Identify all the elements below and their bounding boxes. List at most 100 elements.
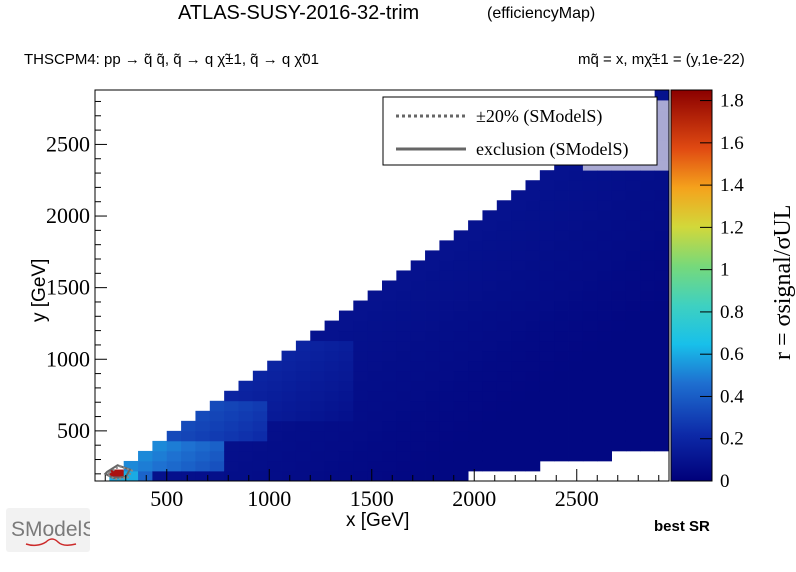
heatmap-cell bbox=[525, 240, 541, 251]
heatmap-cell bbox=[568, 310, 584, 321]
heatmap-cell bbox=[468, 220, 483, 231]
heatmap-cell bbox=[625, 210, 641, 221]
heatmap-cell bbox=[382, 410, 397, 422]
heatmap-cell bbox=[138, 470, 153, 482]
heatmap-cell bbox=[396, 340, 412, 352]
heatmap-cell bbox=[525, 190, 541, 201]
heatmap-cell bbox=[453, 250, 469, 261]
heatmap-cell bbox=[654, 130, 670, 141]
heatmap-cell bbox=[525, 380, 541, 392]
heatmap-cell bbox=[439, 310, 455, 321]
heatmap-cell bbox=[152, 470, 168, 482]
heatmap-cell bbox=[367, 340, 383, 352]
heatmap-cell bbox=[539, 240, 555, 251]
heatmap-cell bbox=[582, 310, 598, 321]
heatmap-cell bbox=[468, 420, 483, 432]
heatmap-cell bbox=[396, 330, 412, 342]
heatmap-cell bbox=[367, 370, 383, 382]
heatmap-cell bbox=[267, 450, 282, 462]
heatmap-cell bbox=[482, 230, 498, 241]
heatmap-cell bbox=[482, 350, 498, 362]
heatmap-cell bbox=[539, 430, 555, 442]
heatmap-cell bbox=[453, 230, 469, 241]
heatmap-cell bbox=[468, 280, 483, 291]
heatmap-cell bbox=[410, 470, 426, 482]
heatmap-cell bbox=[338, 450, 354, 462]
heatmap-cell bbox=[324, 330, 340, 342]
heatmap-cell bbox=[654, 260, 670, 271]
heatmap-cell bbox=[597, 250, 612, 261]
heatmap-cell bbox=[611, 320, 627, 332]
heatmap-cell bbox=[554, 320, 569, 332]
heatmap-cell bbox=[611, 340, 627, 352]
heatmap-cell bbox=[338, 320, 354, 332]
heatmap-cell bbox=[224, 410, 239, 422]
heatmap-cell bbox=[597, 260, 612, 271]
heatmap-cell bbox=[525, 430, 541, 442]
heatmap-cell bbox=[238, 450, 254, 462]
heatmap-cell bbox=[310, 400, 325, 412]
heatmap-cell bbox=[396, 460, 412, 472]
heatmap-cell bbox=[295, 450, 311, 462]
heatmap-cell bbox=[654, 170, 670, 181]
heatmap-cell bbox=[353, 330, 369, 342]
heatmap-cell bbox=[468, 440, 483, 452]
heatmap-cell bbox=[525, 280, 541, 291]
heatmap-cell bbox=[324, 470, 340, 482]
colorbar-tick-label: 1 bbox=[720, 260, 730, 281]
heatmap-cell bbox=[582, 250, 598, 261]
colorbar bbox=[670, 89, 713, 482]
heatmap-cell bbox=[525, 270, 541, 281]
heatmap-cell bbox=[338, 440, 354, 452]
heatmap-cell bbox=[482, 250, 498, 261]
heatmap-cell bbox=[181, 420, 196, 432]
heatmap-cell bbox=[338, 380, 354, 392]
heatmap-cell bbox=[554, 290, 569, 301]
heatmap-cell bbox=[324, 450, 340, 462]
heatmap-cell bbox=[468, 290, 483, 301]
heatmap-cell bbox=[482, 450, 498, 462]
heatmap-cell bbox=[496, 260, 512, 271]
heatmap-cell bbox=[539, 400, 555, 412]
legend-entry-label: ±20% (SModelS) bbox=[476, 106, 602, 127]
colorbar-tick-label: 1.6 bbox=[720, 133, 744, 154]
heatmap-cell bbox=[425, 450, 440, 462]
heatmap-cell bbox=[539, 420, 555, 432]
heatmap-cell bbox=[238, 410, 254, 422]
heatmap-cell bbox=[324, 410, 340, 422]
heatmap-cell bbox=[654, 420, 670, 432]
heatmap-cell bbox=[582, 450, 598, 462]
heatmap-cell bbox=[554, 230, 569, 241]
heatmap-cell bbox=[597, 240, 612, 251]
heatmap-cell bbox=[482, 320, 498, 332]
heatmap-cell bbox=[367, 400, 383, 412]
colorbar-tick-label: 0 bbox=[720, 471, 730, 492]
heatmap-cell bbox=[525, 330, 541, 342]
heatmap-cell bbox=[138, 460, 153, 472]
heatmap-cell bbox=[281, 370, 297, 382]
heatmap-cell bbox=[453, 240, 469, 251]
heatmap-cell bbox=[439, 340, 455, 352]
heatmap-cell bbox=[554, 170, 569, 181]
heatmap-cell bbox=[353, 320, 369, 332]
process-label: THSCPM4: pp → q̃ q̃, q̃ → q χ̃±1, q̃ → q… bbox=[24, 51, 319, 68]
heatmap-cell bbox=[338, 410, 354, 422]
heatmap-cell bbox=[410, 460, 426, 472]
legend: ±20% (SModelS) exclusion (SModelS) bbox=[382, 96, 658, 166]
heatmap-cell bbox=[611, 440, 627, 452]
heatmap-cell bbox=[625, 340, 641, 352]
heatmap-cell bbox=[453, 450, 469, 462]
legend-entry-label: exclusion (SModelS) bbox=[476, 139, 629, 160]
x-tick-label: 1500 bbox=[350, 486, 394, 511]
heatmap-cell bbox=[625, 200, 641, 211]
heatmap-cell bbox=[582, 360, 598, 372]
heatmap-cell bbox=[439, 250, 455, 261]
heatmap-cell bbox=[597, 420, 612, 432]
heatmap-cell bbox=[511, 310, 526, 321]
heatmap-cell bbox=[496, 270, 512, 281]
heatmap-cell bbox=[582, 410, 598, 422]
heatmap-cell bbox=[382, 440, 397, 452]
heatmap-cell bbox=[625, 230, 641, 241]
heatmap-cell bbox=[654, 240, 670, 251]
heatmap-cell bbox=[597, 210, 612, 221]
